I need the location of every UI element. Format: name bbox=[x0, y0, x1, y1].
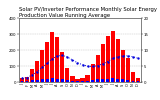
Bar bbox=[70, 76, 75, 82]
Bar bbox=[111, 78, 114, 82]
Bar bbox=[101, 79, 104, 82]
Bar bbox=[50, 32, 54, 82]
Bar bbox=[136, 81, 139, 82]
Bar bbox=[106, 79, 109, 82]
Bar bbox=[91, 80, 94, 82]
Bar bbox=[136, 78, 140, 82]
Bar bbox=[96, 79, 99, 82]
Bar bbox=[41, 79, 44, 82]
Bar bbox=[96, 55, 100, 82]
Bar bbox=[75, 79, 80, 82]
Bar bbox=[116, 39, 120, 82]
Bar bbox=[65, 68, 69, 82]
Bar bbox=[127, 80, 129, 82]
Bar bbox=[100, 44, 105, 82]
Bar bbox=[116, 79, 119, 82]
Bar bbox=[126, 58, 130, 82]
Bar bbox=[26, 81, 28, 82]
Bar bbox=[31, 80, 33, 82]
Bar bbox=[55, 37, 60, 82]
Bar bbox=[46, 79, 49, 82]
Bar bbox=[121, 50, 125, 82]
Bar bbox=[66, 80, 69, 82]
Bar bbox=[21, 81, 24, 82]
Text: Solar PV/Inverter Performance Monthly Solar Energy Production Value Running Aver: Solar PV/Inverter Performance Monthly So… bbox=[19, 7, 157, 18]
Bar bbox=[131, 72, 135, 82]
Bar bbox=[76, 81, 79, 82]
Bar bbox=[25, 77, 29, 82]
Bar bbox=[60, 52, 64, 82]
Bar bbox=[91, 64, 95, 82]
Bar bbox=[80, 78, 85, 82]
Bar bbox=[132, 81, 134, 82]
Bar bbox=[61, 79, 64, 82]
Bar bbox=[30, 69, 34, 82]
Bar bbox=[111, 31, 115, 82]
Bar bbox=[45, 42, 49, 82]
Bar bbox=[56, 79, 59, 82]
Bar bbox=[51, 78, 54, 82]
Bar bbox=[85, 75, 90, 82]
Bar bbox=[20, 78, 24, 82]
Bar bbox=[86, 81, 89, 82]
Bar bbox=[106, 36, 110, 82]
Bar bbox=[35, 61, 39, 82]
Bar bbox=[40, 50, 44, 82]
Bar bbox=[71, 81, 74, 82]
Bar bbox=[81, 81, 84, 82]
Bar bbox=[36, 80, 39, 82]
Bar bbox=[121, 79, 124, 82]
